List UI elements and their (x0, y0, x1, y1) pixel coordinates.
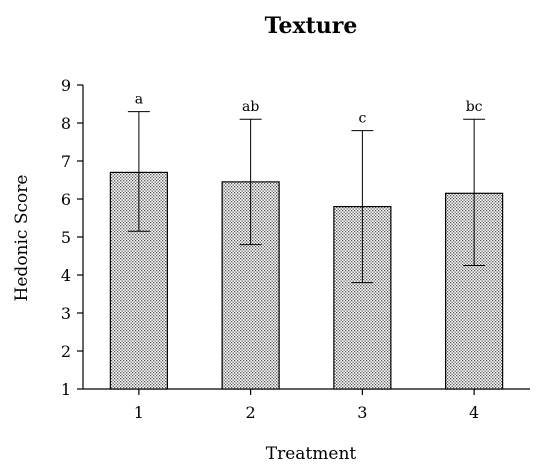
y-axis-label: Hedonic Score (12, 175, 32, 302)
y-tick-label: 5 (61, 228, 71, 247)
significance-label: ab (242, 99, 259, 115)
y-tick-label: 1 (61, 380, 71, 399)
y-tick-label: 3 (61, 304, 71, 323)
x-tick-label: 3 (357, 403, 367, 422)
y-tick-label: 6 (61, 190, 71, 209)
x-tick-label: 1 (134, 403, 144, 422)
plot-area: 1 2 3 4 5 6 7 8 9 a 1 ab 2 c 3 bc 4 (61, 76, 530, 422)
significance-label: bc (466, 99, 483, 115)
y-tick-label: 8 (61, 114, 71, 133)
significance-label: c (358, 111, 366, 127)
y-tick-label: 4 (61, 266, 71, 285)
y-tick-label: 2 (61, 342, 71, 361)
x-axis-label: Treatment (266, 444, 357, 464)
significance-label: a (135, 92, 143, 108)
x-tick-label: 2 (246, 403, 256, 422)
chart-title: Texture (265, 13, 358, 39)
y-tick-label: 9 (61, 76, 71, 95)
x-tick-label: 4 (469, 403, 479, 422)
y-tick-label: 7 (61, 152, 71, 171)
